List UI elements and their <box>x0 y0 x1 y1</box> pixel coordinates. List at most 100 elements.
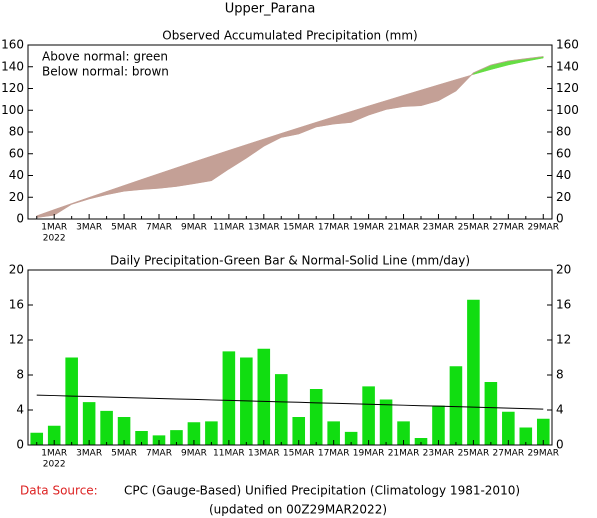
x-tick-label: 9MAR <box>181 223 207 233</box>
y2-tick-label: 20 <box>556 190 571 204</box>
bar <box>65 357 78 445</box>
bar <box>519 427 533 445</box>
x-tick-label: 15MAR <box>283 223 315 233</box>
bar <box>397 421 410 445</box>
year-label: 2022 <box>43 234 66 244</box>
bar <box>362 386 375 445</box>
diff-area <box>176 161 195 187</box>
diff-area <box>333 110 352 125</box>
y-tick-label: 140 <box>1 59 24 73</box>
y2-tick-label: 8 <box>556 368 564 382</box>
source-label: Data Source: <box>20 484 98 498</box>
bar <box>502 411 515 445</box>
y2-tick-label: 160 <box>556 38 579 52</box>
x-tick-label: 13MAR <box>248 223 280 233</box>
x-tick-label: 29MAR <box>527 223 559 233</box>
x-tick-label: 23MAR <box>423 223 455 233</box>
x-tick-label: 17MAR <box>318 223 350 233</box>
diff-area <box>158 167 177 189</box>
x-tick-label: 3MAR <box>76 449 102 459</box>
x-tick-label: 19MAR <box>353 449 385 459</box>
y-tick-label: 40 <box>9 168 24 182</box>
bar <box>47 425 61 445</box>
x-tick-label: 1MAR <box>41 223 67 233</box>
diff-area <box>403 89 422 107</box>
y2-tick-label: 100 <box>556 103 579 117</box>
bar <box>432 405 445 445</box>
x-tick-label: 29MAR <box>527 449 559 459</box>
bar <box>344 431 358 445</box>
diff-area <box>438 79 457 102</box>
x-tick-label: 19MAR <box>353 223 385 233</box>
y-tick-label: 100 <box>1 103 24 117</box>
diff-area <box>350 105 369 123</box>
bar <box>187 422 201 445</box>
x-tick-label: 9MAR <box>181 449 207 459</box>
y2-tick-label: 0 <box>556 438 564 452</box>
x-tick-label: 7MAR <box>146 449 172 459</box>
y2-tick-label: 140 <box>556 59 579 73</box>
bar <box>82 402 96 445</box>
y-tick-label: 4 <box>16 403 24 417</box>
x-tick-label: 23MAR <box>423 449 455 459</box>
diff-area <box>420 84 439 106</box>
diff-area <box>228 144 247 170</box>
bar <box>222 351 236 445</box>
x-tick-label: 3MAR <box>76 223 102 233</box>
y-tick-label: 16 <box>9 298 24 312</box>
x-tick-label: 25MAR <box>458 449 490 459</box>
bar <box>414 438 428 445</box>
y-tick-label: 12 <box>9 333 24 347</box>
diff-area <box>211 149 230 182</box>
x-tick-label: 13MAR <box>248 449 280 459</box>
y-tick-label: 120 <box>1 81 24 95</box>
bar <box>536 418 550 445</box>
diff-area <box>246 138 265 159</box>
diff-area <box>193 155 212 184</box>
bar <box>292 417 306 445</box>
y-tick-label: 20 <box>9 263 24 277</box>
bar <box>30 432 44 445</box>
y2-tick-label: 120 <box>556 81 579 95</box>
bar <box>100 410 113 445</box>
bar <box>379 399 393 445</box>
bar <box>117 417 131 445</box>
x-tick-label: 21MAR <box>388 449 420 459</box>
x-tick-label: 17MAR <box>318 449 350 459</box>
y2-tick-label: 0 <box>556 212 564 226</box>
y2-tick-label: 12 <box>556 333 571 347</box>
observed-line <box>36 56 544 218</box>
y2-tick-label: 40 <box>556 168 571 182</box>
diff-area <box>490 60 509 70</box>
bar <box>327 421 340 445</box>
y2-tick-label: 16 <box>556 298 571 312</box>
chart-title: Daily Precipitation-Green Bar & Normal-S… <box>110 254 470 268</box>
year-label: 2022 <box>43 460 66 470</box>
x-tick-label: 7MAR <box>146 223 172 233</box>
page-title: Upper_Parana <box>225 2 316 17</box>
bar <box>135 431 148 445</box>
annotation: Below normal: brown <box>42 65 169 79</box>
diff-area <box>368 100 387 116</box>
updated: (updated on 00Z29MAR2022) <box>209 503 387 517</box>
y2-tick-label: 20 <box>556 263 571 277</box>
x-tick-label: 5MAR <box>111 449 137 459</box>
x-tick-label: 21MAR <box>388 223 420 233</box>
x-tick-label: 1MAR <box>41 449 67 459</box>
y-tick-label: 80 <box>9 125 24 139</box>
diff-area <box>141 173 160 190</box>
bar <box>170 430 183 445</box>
x-tick-label: 11MAR <box>213 449 245 459</box>
bar <box>484 382 498 445</box>
y2-tick-label: 80 <box>556 125 571 139</box>
x-tick-label: 25MAR <box>458 223 490 233</box>
x-tick-label: 5MAR <box>111 223 137 233</box>
y-tick-label: 60 <box>9 146 24 160</box>
bar <box>449 366 463 445</box>
y2-tick-label: 4 <box>556 403 564 417</box>
x-tick-label: 15MAR <box>283 449 315 459</box>
normal-line <box>36 394 544 410</box>
bar <box>205 421 218 445</box>
bar <box>274 374 288 445</box>
y-tick-label: 0 <box>16 438 24 452</box>
